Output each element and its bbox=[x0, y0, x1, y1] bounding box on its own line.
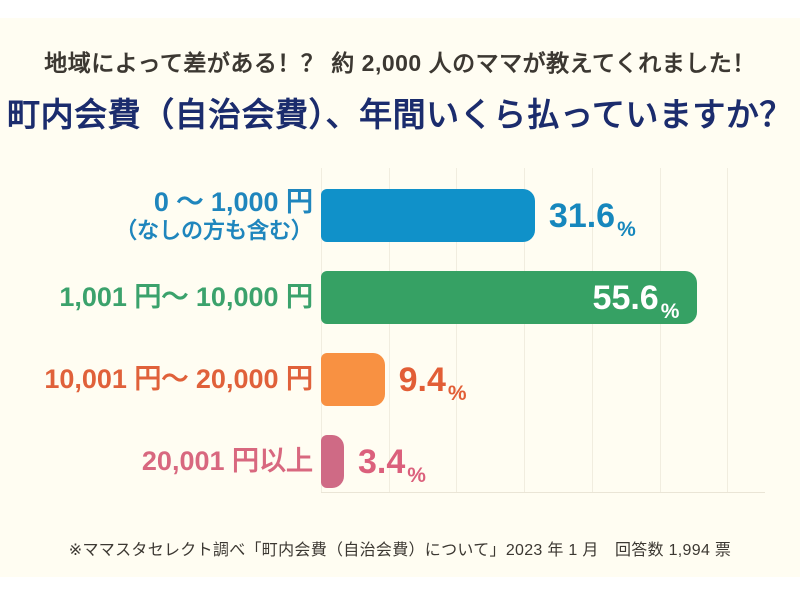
gridline bbox=[524, 168, 526, 493]
category-label-note: （なしの方も含む） bbox=[114, 218, 313, 244]
category-label-main: 1,001 円～ 10,000 円 bbox=[59, 281, 313, 312]
category-label: 10,001 円～ 20,000 円 bbox=[30, 347, 313, 412]
bar bbox=[321, 353, 385, 406]
gridline bbox=[456, 168, 458, 493]
category-label-main: 10,001 円～ 20,000 円 bbox=[44, 363, 313, 394]
value-label: 9.4% bbox=[399, 353, 467, 406]
category-label-main: 0 ～ 1,000 円 bbox=[153, 186, 313, 217]
gridline bbox=[388, 168, 390, 493]
value-unit: % bbox=[447, 382, 467, 405]
bar bbox=[321, 271, 698, 324]
value-unit: % bbox=[407, 464, 426, 487]
source-note: ※ママスタセレクト調べ「町内会費（自治会費）について」2023 年 1 月 回答… bbox=[68, 542, 732, 559]
category-label: 1,001 円～ 10,000 円 bbox=[30, 265, 313, 330]
value-label: 55.6% bbox=[321, 271, 680, 324]
value-unit: % bbox=[660, 300, 680, 323]
x-axis-line bbox=[321, 492, 765, 493]
chart-plot-area bbox=[321, 168, 765, 493]
value-number: 55.6 bbox=[592, 278, 659, 317]
value-label: 31.6% bbox=[549, 189, 636, 242]
bar bbox=[321, 435, 345, 488]
page-title: 町内会費（自治会費）、年間いくら払っていますか？ bbox=[7, 96, 793, 133]
category-label: 0 ～ 1,000 円（なしの方も含む） bbox=[30, 183, 313, 248]
category-label: 20,001 円以上 bbox=[30, 429, 313, 494]
gridline bbox=[659, 168, 661, 493]
bar bbox=[321, 189, 535, 242]
value-number: 31.6 bbox=[548, 196, 616, 235]
gridline bbox=[321, 168, 322, 493]
gridline bbox=[727, 168, 729, 493]
value-label: 3.4% bbox=[358, 435, 426, 488]
gridline bbox=[591, 168, 593, 493]
value-number: 9.4 bbox=[398, 360, 446, 399]
category-label-main: 20,001 円以上 bbox=[141, 445, 313, 476]
value-unit: % bbox=[617, 218, 636, 241]
header-subtitle: 地域によって差がある！？ 約 2,000 人のママが教えてくれました！ bbox=[44, 50, 756, 76]
value-number: 3.4 bbox=[358, 442, 406, 481]
